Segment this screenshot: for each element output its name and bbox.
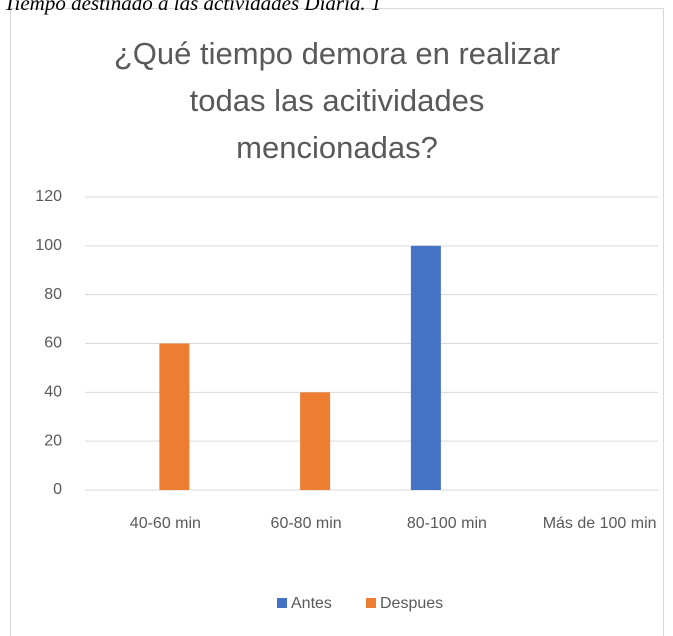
x-tick-label: 60-80 min [270, 515, 342, 532]
bar [300, 392, 331, 490]
y-tick-label: 60 [44, 335, 62, 352]
chart-title: ¿Qué tiempo demora en realizar todas las… [113, 36, 561, 165]
y-tick-label: 100 [35, 237, 62, 254]
y-tick-label: 40 [44, 384, 62, 401]
bar [159, 343, 190, 490]
legend-swatch [277, 598, 287, 608]
chart-frame [10, 8, 664, 636]
legend-label: Despues [380, 595, 443, 612]
x-tick-label: Más de 100 min [542, 515, 657, 532]
legend-label: Antes [291, 595, 332, 612]
legend-swatch [366, 598, 376, 608]
y-tick-label: 0 [53, 481, 62, 498]
bar [410, 245, 441, 490]
x-tick-label: 40-60 min [129, 515, 201, 532]
y-tick-label: 80 [44, 286, 62, 303]
y-tick-label: 120 [35, 188, 62, 205]
caption: Tiempo destinado a las actividades Diari… [4, 0, 382, 15]
y-tick-label: 20 [44, 432, 62, 449]
x-tick-label: 80-100 min [406, 515, 487, 532]
